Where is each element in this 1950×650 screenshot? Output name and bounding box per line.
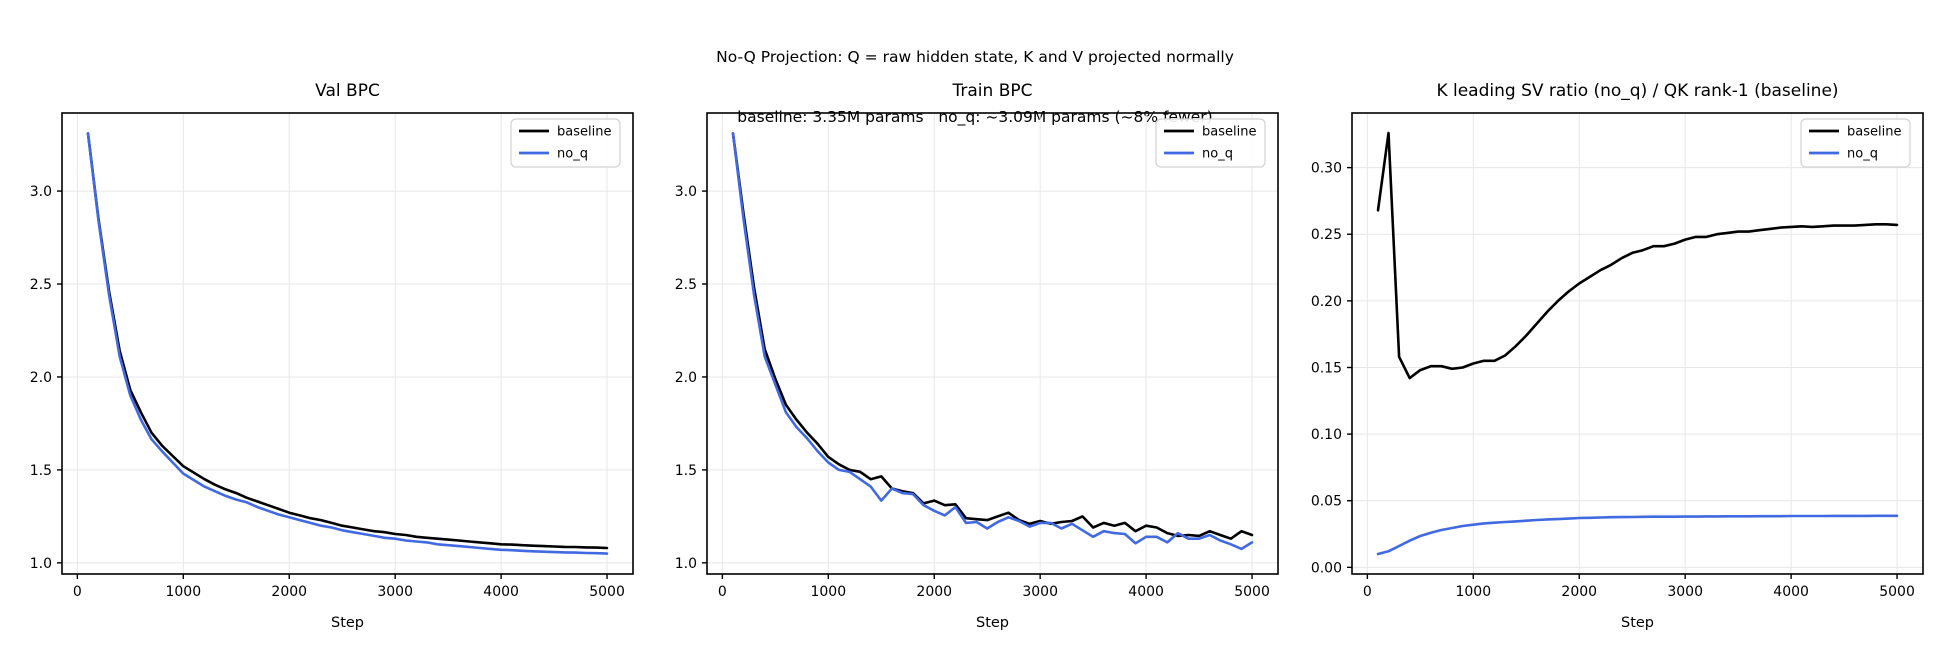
y-tick-label: 0.05 [1311, 494, 1342, 510]
legend: baseline no_q [1800, 118, 1911, 168]
val-bpc-chart: 0 1000 2000 3000 4000 5000 1.0 1.5 2.0 2.5 3.0 Val … [30, 81, 634, 631]
x-tick-label: 2000 [916, 584, 952, 600]
x-tick-label: 1000 [165, 584, 201, 600]
y-tick-label: 2.0 [675, 370, 697, 386]
x-tick-label: 4000 [1128, 584, 1164, 600]
x-tick-label: 4000 [483, 584, 519, 600]
x-axis-label: Step [1621, 615, 1654, 631]
y-tick-label: 3.0 [30, 184, 52, 200]
y-tick-label: 2.0 [30, 370, 52, 386]
y-tick-label: 0.10 [1311, 427, 1342, 443]
tick-labels: 0 1000 2000 3000 4000 5000 0.00 0.05 0.10 0.15 0.2… [1311, 161, 1915, 600]
y-tick-label: 1.5 [675, 463, 697, 479]
y-tick-label: 0.15 [1311, 360, 1342, 376]
x-axis-label: Step [976, 615, 1009, 631]
x-tick-label: 1000 [810, 584, 846, 600]
x-tick-label: 0 [73, 584, 82, 600]
y-tick-label: 1.0 [675, 556, 697, 572]
x-tick-label: 3000 [1022, 584, 1058, 600]
series-no_q-line [1376, 514, 1899, 556]
x-tick-label: 5000 [1234, 584, 1270, 600]
series-no_q-line [86, 132, 609, 555]
chart-title: K leading SV ratio (no_q) / QK rank-1 (b… [1436, 81, 1838, 101]
series-baseline-line [731, 132, 1254, 541]
y-tick-label: 0.30 [1311, 161, 1342, 177]
subplot-sv-ratio: 0 1000 2000 3000 4000 5000 0.00 0.05 0.10 0.15 0.2… [1290, 0, 1950, 650]
sv-ratio-chart: 0 1000 2000 3000 4000 5000 0.00 0.05 0.10 0.15 0.2… [1311, 81, 1924, 631]
series-baseline-line [86, 132, 609, 550]
axes-border [61, 112, 634, 575]
subplot-val-bpc: 0 1000 2000 3000 4000 5000 1.0 1.5 2.0 2.5 3.0 Val … [0, 0, 660, 650]
x-axis-label: Step [331, 615, 364, 631]
legend-label-no_q: no_q [557, 147, 588, 162]
chart-title: Val BPC [315, 81, 380, 101]
suptitle-line1: No-Q Projection: Q = raw hidden state, K… [716, 48, 1234, 66]
tick-labels: 0 1000 2000 3000 4000 5000 1.0 1.5 2.0 2.5 3.0 [30, 184, 625, 600]
y-tick-label: 0.00 [1311, 560, 1342, 576]
x-tick-label: 3000 [377, 584, 413, 600]
gridlines [1352, 113, 1923, 574]
x-tick-label: 0 [718, 584, 727, 600]
legend-label-baseline: baseline [557, 125, 611, 140]
y-tick-label: 3.0 [675, 184, 697, 200]
y-tick-label: 1.5 [30, 463, 52, 479]
train-bpc-chart: 0 1000 2000 3000 4000 5000 1.0 1.5 2.0 2.5 3.0 Trai… [675, 81, 1279, 631]
x-tick-label: 2000 [271, 584, 307, 600]
series-baseline-line [1376, 131, 1899, 380]
gridlines [707, 113, 1278, 574]
legend-label-baseline: baseline [1202, 125, 1256, 140]
legend-label-baseline: baseline [1847, 125, 1901, 140]
chart-title: Train BPC [952, 81, 1033, 101]
legend-label-no_q: no_q [1847, 147, 1878, 162]
axes-border [1351, 112, 1924, 575]
x-tick-label: 1000 [1455, 584, 1491, 600]
y-tick-label: 1.0 [30, 556, 52, 572]
gridlines [62, 113, 633, 574]
x-tick-label: 5000 [1879, 584, 1915, 600]
x-tick-label: 0 [1363, 584, 1372, 600]
y-tick-label: 0.25 [1311, 227, 1342, 243]
x-tick-label: 3000 [1667, 584, 1703, 600]
legend: baseline no_q [510, 118, 621, 168]
y-tick-label: 2.5 [675, 277, 697, 293]
series-no_q-line [731, 132, 1254, 551]
subplot-train-bpc: 0 1000 2000 3000 4000 5000 1.0 1.5 2.0 2.5 3.0 Trai… [645, 0, 1305, 650]
y-tick-label: 0.20 [1311, 294, 1342, 310]
legend-label-no_q: no_q [1202, 147, 1233, 162]
tick-labels: 0 1000 2000 3000 4000 5000 1.0 1.5 2.0 2.5 3.0 [675, 184, 1270, 600]
x-tick-label: 5000 [589, 584, 625, 600]
x-tick-label: 2000 [1561, 584, 1597, 600]
y-tick-label: 2.5 [30, 277, 52, 293]
x-tick-label: 4000 [1773, 584, 1809, 600]
axes-border [706, 112, 1279, 575]
legend: baseline no_q [1155, 118, 1266, 168]
